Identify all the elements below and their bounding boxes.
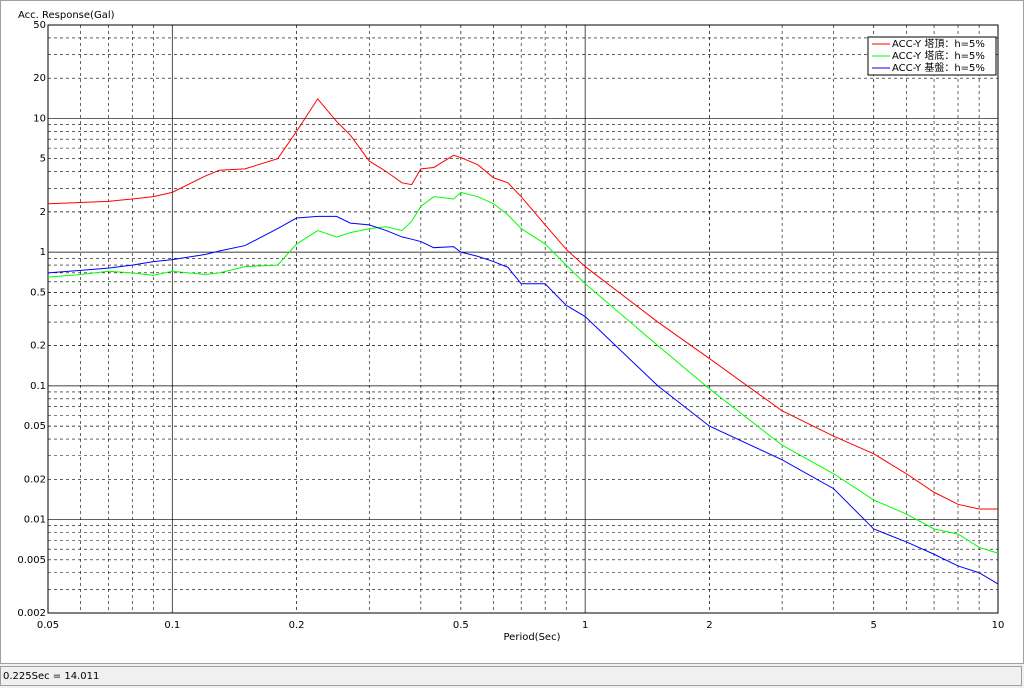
x-axis-label: Period(Sec) bbox=[504, 632, 561, 643]
y-tick-label: 10 bbox=[33, 113, 46, 124]
x-tick-label: 0.2 bbox=[289, 620, 305, 631]
series-line bbox=[47, 191, 999, 554]
x-tick-label: 0.1 bbox=[164, 620, 180, 631]
y-tick-label: 5 bbox=[40, 154, 46, 165]
legend-label: ACC-Y 塔底：h=5% bbox=[892, 49, 985, 62]
x-tick-label: 2 bbox=[706, 620, 712, 631]
y-tick-label: 0.2 bbox=[30, 341, 46, 352]
status-bar: 0.225Sec = 14.011 bbox=[0, 666, 1022, 686]
window bbox=[0, 0, 1024, 664]
x-tick-label: 0.05 bbox=[37, 620, 59, 631]
y-tick-label: 0.1 bbox=[30, 381, 46, 392]
y-tick-label: 0.01 bbox=[24, 515, 46, 526]
x-tick-label: 0.5 bbox=[453, 620, 469, 631]
plot-frame bbox=[47, 24, 999, 614]
y-tick-label: 0.5 bbox=[30, 287, 46, 298]
y-tick-label: 0.002 bbox=[17, 608, 46, 619]
legend-label: ACC-Y 基盤：h=5% bbox=[892, 61, 985, 74]
x-tick-label: 5 bbox=[871, 620, 877, 631]
series-line bbox=[47, 98, 998, 510]
y-tick-label: 50 bbox=[33, 20, 46, 31]
y-tick-label: 20 bbox=[33, 73, 46, 84]
y-tick-label: 0.005 bbox=[17, 555, 46, 566]
y-axis-label: Acc. Response(Gal) bbox=[18, 10, 115, 21]
x-tick-label: 10 bbox=[992, 620, 1005, 631]
y-tick-label: 0.05 bbox=[24, 421, 46, 432]
x-tick-label: 1 bbox=[582, 620, 588, 631]
series-line bbox=[47, 215, 999, 585]
chart: Acc. Response(Gal) Period(Sec) 50 20 10 5 2 1… bbox=[0, 0, 1024, 664]
y-tick-label: 2 bbox=[40, 207, 46, 218]
y-tick-label: 1 bbox=[40, 247, 46, 258]
legend-label: ACC-Y 塔頂：h=5% bbox=[892, 37, 985, 50]
y-tick-label: 0.02 bbox=[24, 474, 46, 485]
